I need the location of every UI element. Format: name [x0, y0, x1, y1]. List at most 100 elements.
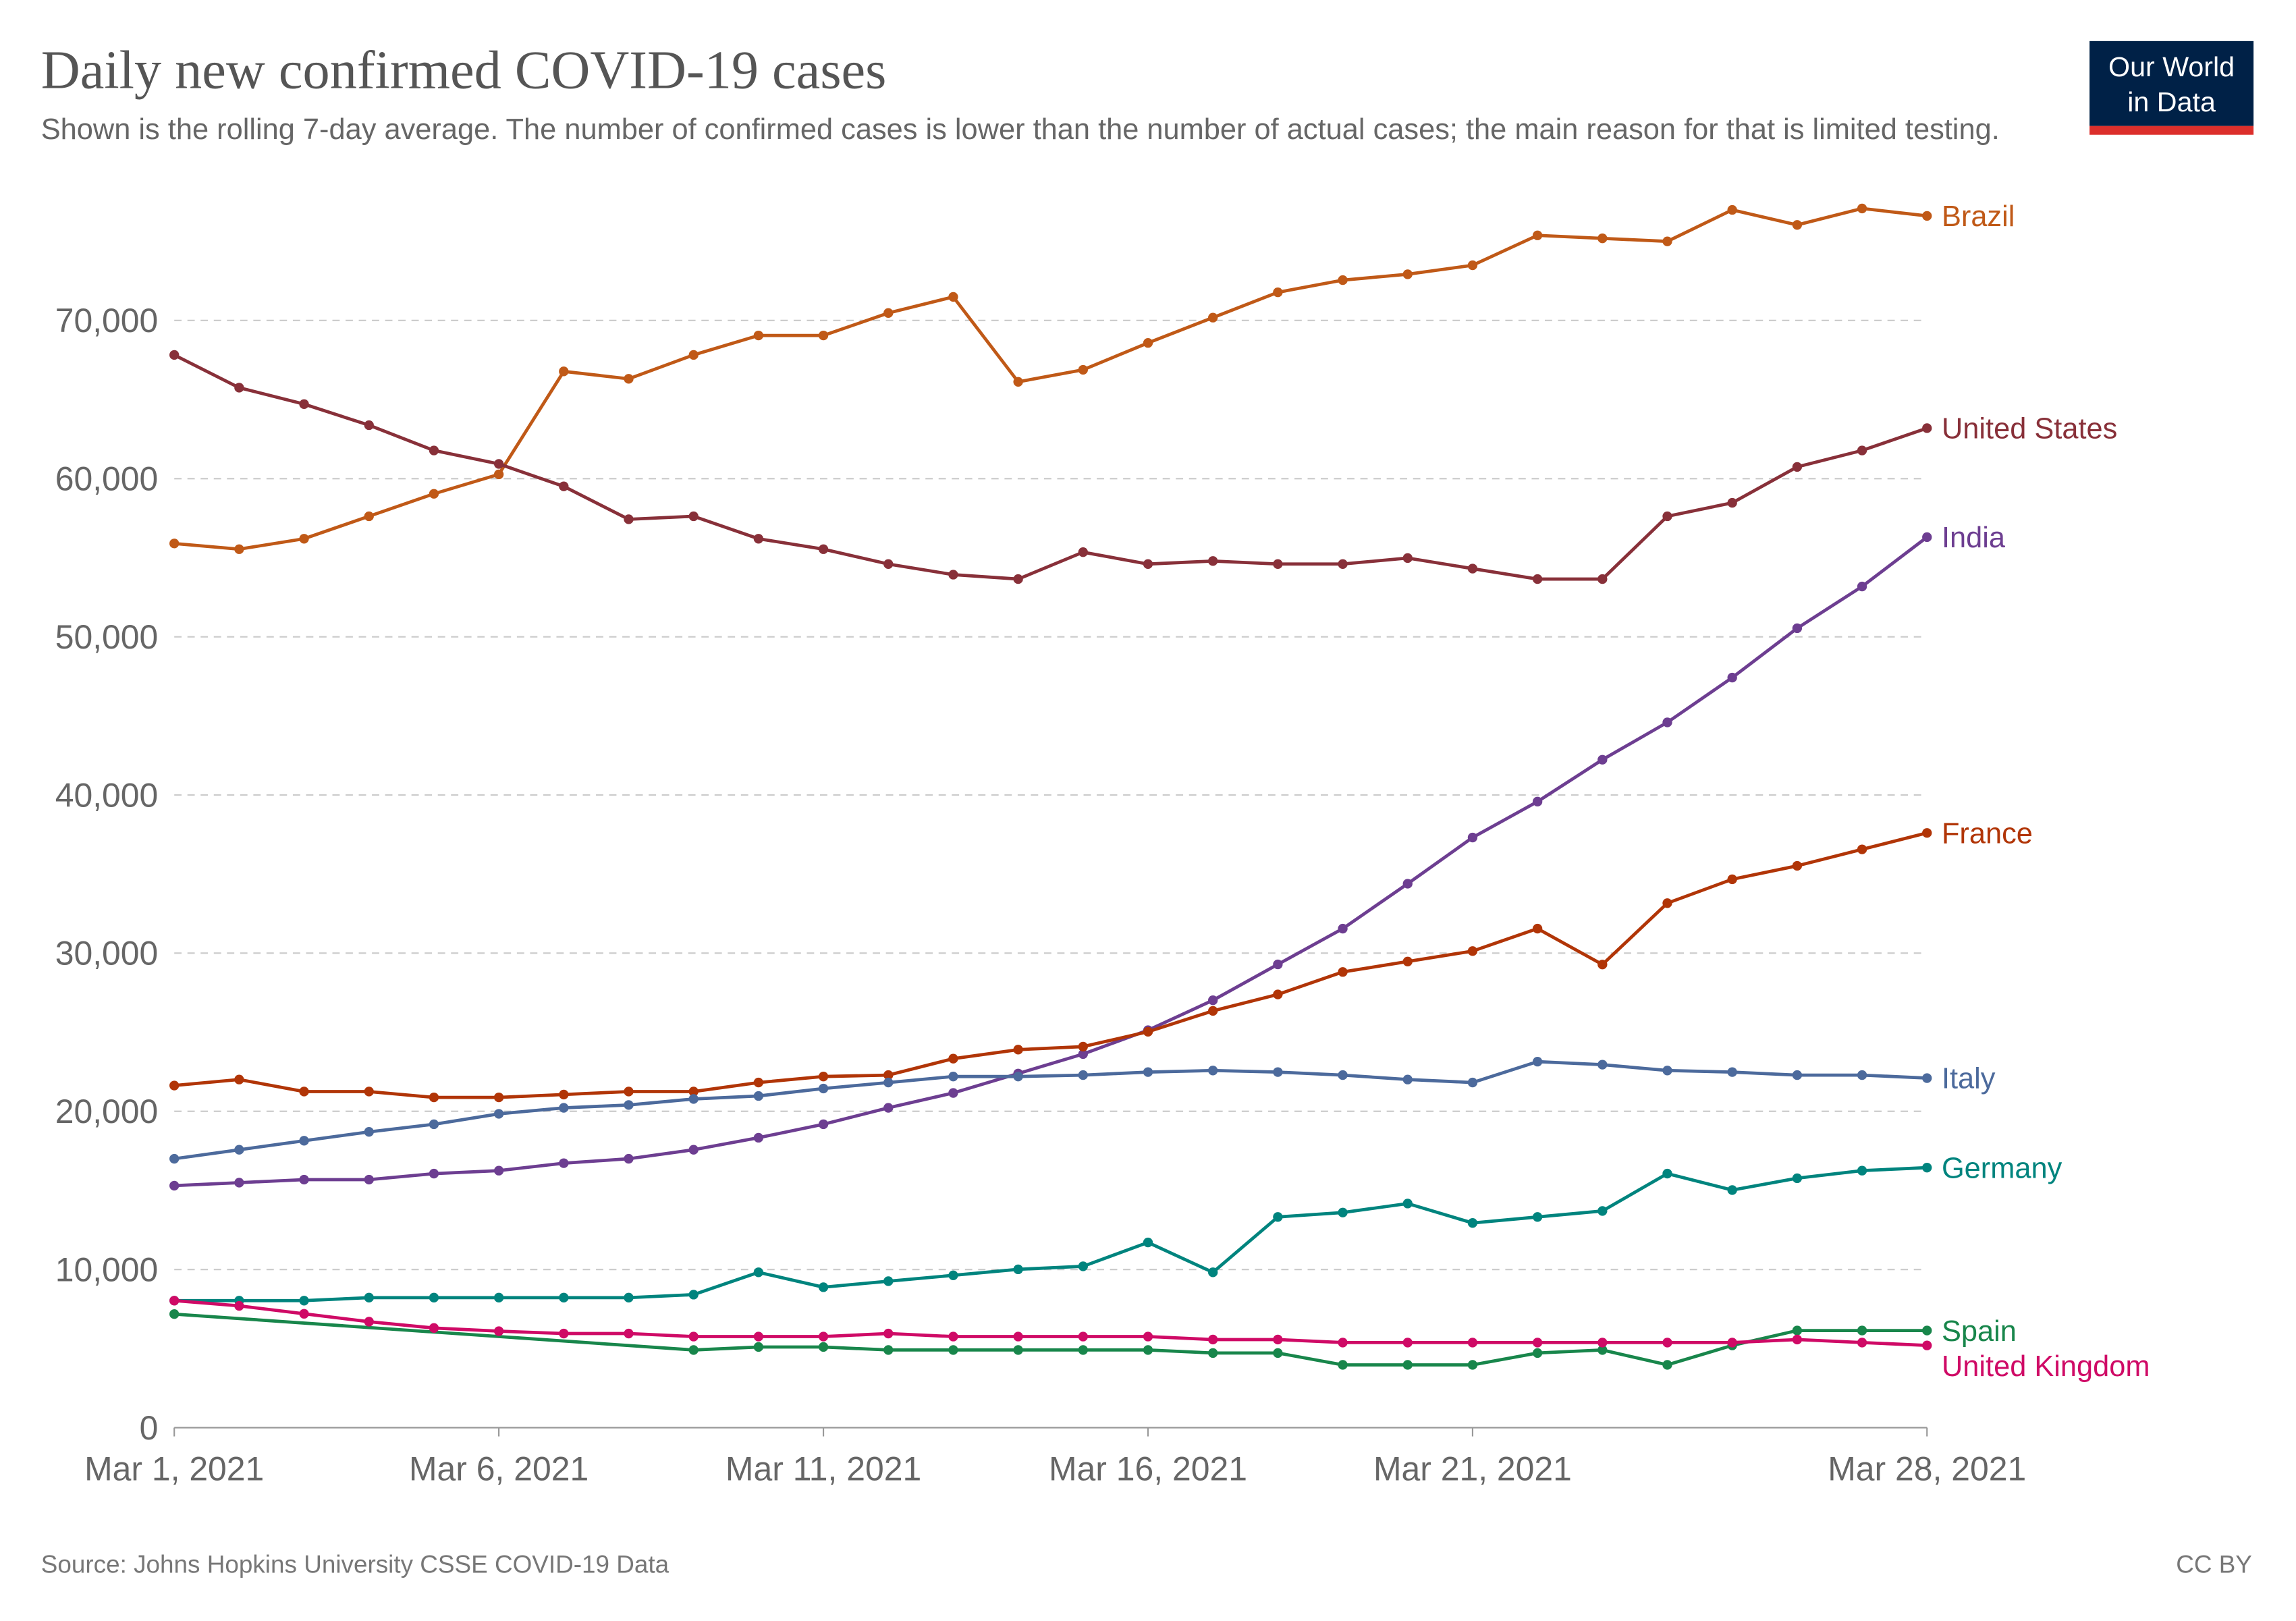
series — [169, 1296, 1932, 1350]
data-point — [1143, 1237, 1153, 1248]
data-point — [1208, 312, 1218, 323]
data-point — [1597, 1345, 1608, 1355]
data-point — [1467, 1218, 1478, 1228]
data-point — [169, 1153, 180, 1164]
data-point — [169, 1080, 180, 1091]
data-point — [299, 399, 309, 410]
data-point — [753, 534, 764, 544]
data-point — [1922, 1073, 1932, 1083]
data-point — [299, 534, 309, 544]
data-point — [429, 489, 439, 499]
data-point — [299, 1174, 309, 1185]
data-point — [1467, 564, 1478, 574]
data-point — [1597, 754, 1608, 765]
data-point — [818, 330, 829, 341]
data-point — [624, 1100, 634, 1110]
chart-title: Daily new confirmed COVID-19 cases — [41, 40, 887, 100]
data-point — [1857, 1165, 1867, 1176]
data-point — [1597, 233, 1608, 244]
data-point — [1078, 1049, 1088, 1060]
data-point — [1208, 1348, 1218, 1358]
data-point — [429, 1168, 439, 1179]
data-point — [559, 481, 569, 491]
y-tick-label: 10,000 — [55, 1251, 159, 1288]
data-point — [234, 1074, 244, 1084]
data-point — [1922, 828, 1932, 838]
x-tick-label: Mar 6, 2021 — [409, 1450, 589, 1488]
data-point — [883, 1103, 894, 1113]
y-tick-label: 30,000 — [55, 935, 159, 972]
data-point — [1013, 377, 1023, 387]
series-line — [173, 207, 1928, 551]
series-line — [173, 353, 1928, 581]
x-tick-label: Mar 21, 2021 — [1373, 1450, 1572, 1488]
x-tick-label: Mar 11, 2021 — [726, 1450, 921, 1488]
data-point — [1922, 532, 1932, 543]
data-point — [1078, 1070, 1088, 1080]
data-point — [493, 1092, 504, 1103]
data-point — [1338, 1360, 1348, 1370]
data-point — [1013, 1345, 1023, 1355]
data-point — [559, 1158, 569, 1168]
data-point — [1143, 1067, 1153, 1077]
data-point — [1662, 898, 1672, 908]
data-point — [1727, 1067, 1737, 1077]
data-point — [1467, 1360, 1478, 1370]
logo-text: Our World — [2108, 51, 2235, 82]
data-point — [1402, 269, 1413, 279]
data-point — [1532, 796, 1543, 806]
data-point — [1662, 1338, 1672, 1348]
data-point — [1338, 1338, 1348, 1348]
data-point — [688, 350, 699, 360]
data-point — [1338, 923, 1348, 934]
data-point — [753, 1077, 764, 1088]
series — [169, 203, 1932, 554]
data-point — [1013, 1264, 1023, 1275]
data-point — [624, 1087, 634, 1097]
data-point — [429, 1323, 439, 1334]
series-line — [173, 831, 1928, 1099]
series-label: Germany — [1942, 1152, 2062, 1184]
data-point — [1662, 1360, 1672, 1370]
data-point — [559, 1328, 569, 1339]
data-point — [1597, 1338, 1608, 1348]
data-point — [1078, 1041, 1088, 1052]
data-point — [1857, 1325, 1867, 1336]
data-point — [1662, 1168, 1672, 1179]
data-point — [1532, 1056, 1543, 1067]
data-point — [1273, 1348, 1283, 1358]
data-point — [364, 1317, 374, 1327]
data-point — [493, 1109, 504, 1119]
series — [169, 532, 1932, 1191]
data-point — [234, 1178, 244, 1188]
data-point — [364, 1127, 374, 1137]
data-point — [948, 1331, 958, 1342]
data-point — [429, 1119, 439, 1130]
y-tick-label: 50,000 — [55, 618, 159, 656]
data-point — [1532, 574, 1543, 584]
data-point — [1143, 1331, 1153, 1342]
data-point — [559, 1103, 569, 1113]
data-point — [883, 559, 894, 569]
data-point — [624, 514, 634, 524]
data-point — [1208, 1066, 1218, 1076]
data-point — [624, 374, 634, 384]
data-point — [1013, 574, 1023, 584]
data-point — [688, 1331, 699, 1342]
data-point — [818, 1083, 829, 1094]
logo-bar — [2089, 126, 2254, 135]
data-point — [169, 1296, 180, 1306]
data-point — [1402, 879, 1413, 889]
data-point — [1143, 1345, 1153, 1355]
data-point — [299, 1087, 309, 1097]
data-point — [364, 1292, 374, 1303]
data-point — [624, 1292, 634, 1303]
data-point — [818, 1072, 829, 1082]
data-point — [1532, 1338, 1543, 1348]
data-point — [1273, 1067, 1283, 1077]
data-point — [818, 1331, 829, 1342]
data-point — [1338, 275, 1348, 285]
data-point — [1857, 581, 1867, 592]
data-point — [883, 1328, 894, 1339]
data-point — [1467, 946, 1478, 956]
